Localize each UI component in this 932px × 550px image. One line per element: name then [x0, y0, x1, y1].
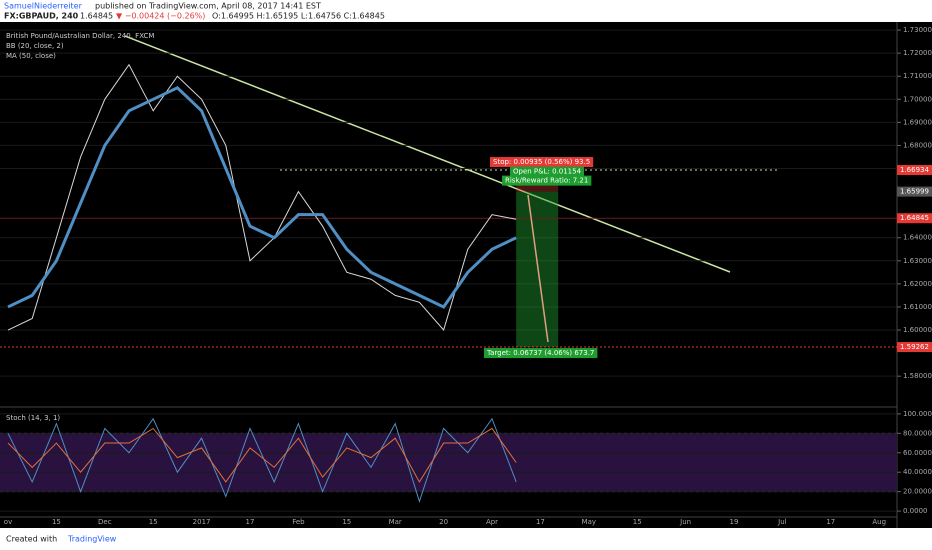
y-tick-label: 100.0000: [903, 410, 932, 418]
y-tick-label: 60.0000: [903, 449, 932, 457]
annotation-box: [484, 348, 598, 359]
stoch-band: [0, 433, 897, 492]
y-tick-label: 1.69000: [903, 118, 932, 126]
price-tag-label: 1.64845: [900, 214, 929, 222]
x-tick-label: 17: [246, 518, 255, 526]
series-line: [7, 63, 517, 332]
x-tick-label: 17: [536, 518, 545, 526]
series-line: [7, 85, 517, 309]
change: ▼ −0.00424 (−0.26%): [116, 12, 205, 21]
y-tick-label: 1.70000: [903, 95, 932, 103]
y-tick-label: 1.68000: [903, 141, 932, 149]
annotation-box: [502, 175, 592, 186]
price-tag: [897, 186, 932, 197]
annotation: Target: 0.06737 (4.06%) 673.7: [486, 349, 594, 357]
author[interactable]: SamuelNiederreiter: [4, 2, 83, 11]
annotation: Risk/Reward Ratio: 7.21: [505, 177, 588, 185]
x-tick-label: 20: [439, 518, 448, 526]
x-tick-label: Aug: [872, 518, 886, 526]
x-tick-label: Feb: [292, 518, 305, 526]
price-tag-label: 1.65999: [900, 188, 929, 196]
last-price: 1.64845: [80, 12, 113, 21]
y-tick-label: 40.0000: [903, 468, 932, 476]
projection-arrow: [527, 194, 549, 343]
y-tick-label: 1.72000: [903, 49, 932, 57]
y-tick-label: 1.71000: [903, 72, 932, 80]
trend-line: [124, 35, 731, 273]
annotation: Open P&L: 0.01154: [513, 168, 582, 176]
stoch-title: Stoch (14, 3, 1): [6, 414, 60, 422]
price-tag-label: 1.59262: [900, 343, 929, 351]
x-tick-label: Apr: [486, 518, 498, 526]
y-tick-label: 1.63000: [903, 257, 932, 265]
annotation: Stop: 0.00935 (0.56%) 93.5: [493, 158, 590, 166]
price-tag: [897, 213, 932, 224]
series-line: [7, 427, 517, 483]
target-zone: [516, 191, 559, 348]
x-tick-label: May: [582, 518, 596, 526]
legend-ma: MA (50, close): [6, 52, 56, 60]
x-tick-label: ov: [4, 518, 12, 526]
legend-title: British Pound/Australian Dollar, 240, FX…: [6, 32, 154, 40]
y-tick-label: 1.58000: [903, 372, 932, 380]
header-bar: [0, 0, 932, 22]
y-tick-label: 1.61000: [903, 303, 932, 311]
y-tick-label: 1.73000: [903, 26, 932, 34]
x-tick-label: 2017: [193, 518, 211, 526]
annotation-box: [490, 157, 594, 168]
x-tick-label: 15: [149, 518, 158, 526]
created-with: Created with: [6, 535, 57, 544]
x-tick-label: 15: [52, 518, 61, 526]
chart-layer: 1.58000 1.60000 1.61000 1.62000 1.63000 1.640…: [0, 26, 932, 526]
brand[interactable]: TradingView: [67, 535, 117, 544]
annotation-box: [510, 166, 585, 177]
footer-bar: [0, 528, 932, 550]
x-tick-label: Jul: [777, 518, 787, 526]
y-tick-label: 1.64000: [903, 234, 932, 242]
x-tick-label: 15: [342, 518, 351, 526]
published: published on TradingView.com, April 08, …: [95, 2, 321, 11]
x-tick-label: 19: [730, 518, 739, 526]
price-tag-label: 1.66934: [900, 166, 929, 174]
price-tag: [897, 342, 932, 353]
y-tick-label: 1.60000: [903, 326, 932, 334]
y-tick-label: 20.0000: [903, 488, 932, 496]
y-tick-label: 0.0000: [903, 507, 928, 515]
price-tag: [897, 165, 932, 176]
x-tick-label: Jun: [679, 518, 691, 526]
x-tick-label: Dec: [98, 518, 112, 526]
x-tick-label: 17: [826, 518, 835, 526]
y-tick-label: 1.62000: [903, 280, 932, 288]
ohlc: O:1.64995 H:1.65195 L:1.64756 C:1.64845: [212, 12, 385, 21]
y-tick-label: 80.0000: [903, 429, 932, 437]
legend-overlay: BB (20, close, 2): [6, 42, 64, 50]
x-tick-label: 15: [633, 518, 642, 526]
symbol: FX:GBPAUD, 240: [4, 12, 79, 21]
x-tick-label: Mar: [389, 518, 402, 526]
series-line: [7, 417, 517, 504]
